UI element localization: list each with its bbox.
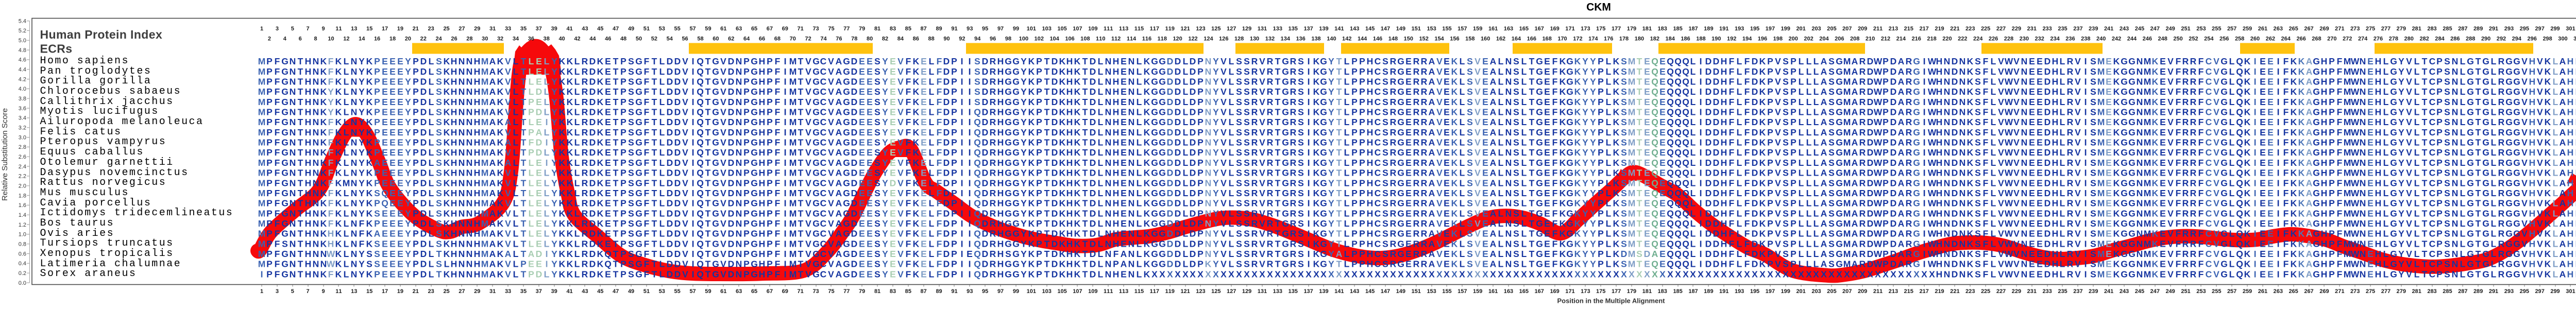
svg-text:2.6: 2.6 <box>19 154 26 160</box>
svg-text:ECRs: ECRs <box>40 42 73 56</box>
svg-text:CKM: CKM <box>1586 2 1611 13</box>
svg-text:5.4: 5.4 <box>19 18 26 24</box>
svg-text:3.2: 3.2 <box>19 125 26 131</box>
svg-text:246810121416182022242628303234: 2468101214161820222426283032343638404244… <box>268 36 2576 42</box>
svg-text:0.0: 0.0 <box>19 280 26 286</box>
svg-text:1.4: 1.4 <box>19 212 26 218</box>
svg-text:1.6: 1.6 <box>19 202 26 209</box>
svg-text:2.0: 2.0 <box>19 183 26 190</box>
svg-text:0.2: 0.2 <box>19 270 26 277</box>
svg-text:2.8: 2.8 <box>19 144 26 150</box>
svg-text:135791113151719212325272931333: 1357911131517192123252729313335373941434… <box>260 26 2576 32</box>
svg-text:1.2: 1.2 <box>19 222 26 228</box>
svg-text:Position in the Multiple Align: Position in the Multiple Alignment <box>1557 297 1666 305</box>
svg-text:1.8: 1.8 <box>19 193 26 199</box>
svg-text:4.6: 4.6 <box>19 57 26 63</box>
svg-text:4.0: 4.0 <box>19 86 26 92</box>
svg-text:3.8: 3.8 <box>19 96 26 102</box>
svg-text:4.8: 4.8 <box>19 47 26 54</box>
svg-text:0.4: 0.4 <box>19 261 26 267</box>
svg-text:3.4: 3.4 <box>19 115 26 122</box>
svg-text:0.8: 0.8 <box>19 242 26 248</box>
svg-text:3.6: 3.6 <box>19 106 26 112</box>
svg-text:1.0: 1.0 <box>19 232 26 238</box>
svg-text:4.4: 4.4 <box>19 67 26 73</box>
svg-text:5.2: 5.2 <box>19 28 26 34</box>
svg-text:2.2: 2.2 <box>19 174 26 180</box>
svg-text:Human Protein Index: Human Protein Index <box>40 28 163 41</box>
svg-text:Relative Substitution Score: Relative Substitution Score <box>1 108 9 201</box>
svg-text:2.4: 2.4 <box>19 164 26 170</box>
svg-text:4.2: 4.2 <box>19 76 26 82</box>
svg-text:135791113151719212325272931333: 1357911131517192123252729313335373941434… <box>260 288 2576 295</box>
svg-text:0.6: 0.6 <box>19 251 26 257</box>
svg-text:5.0: 5.0 <box>19 38 26 44</box>
svg-text:3.0: 3.0 <box>19 134 26 141</box>
